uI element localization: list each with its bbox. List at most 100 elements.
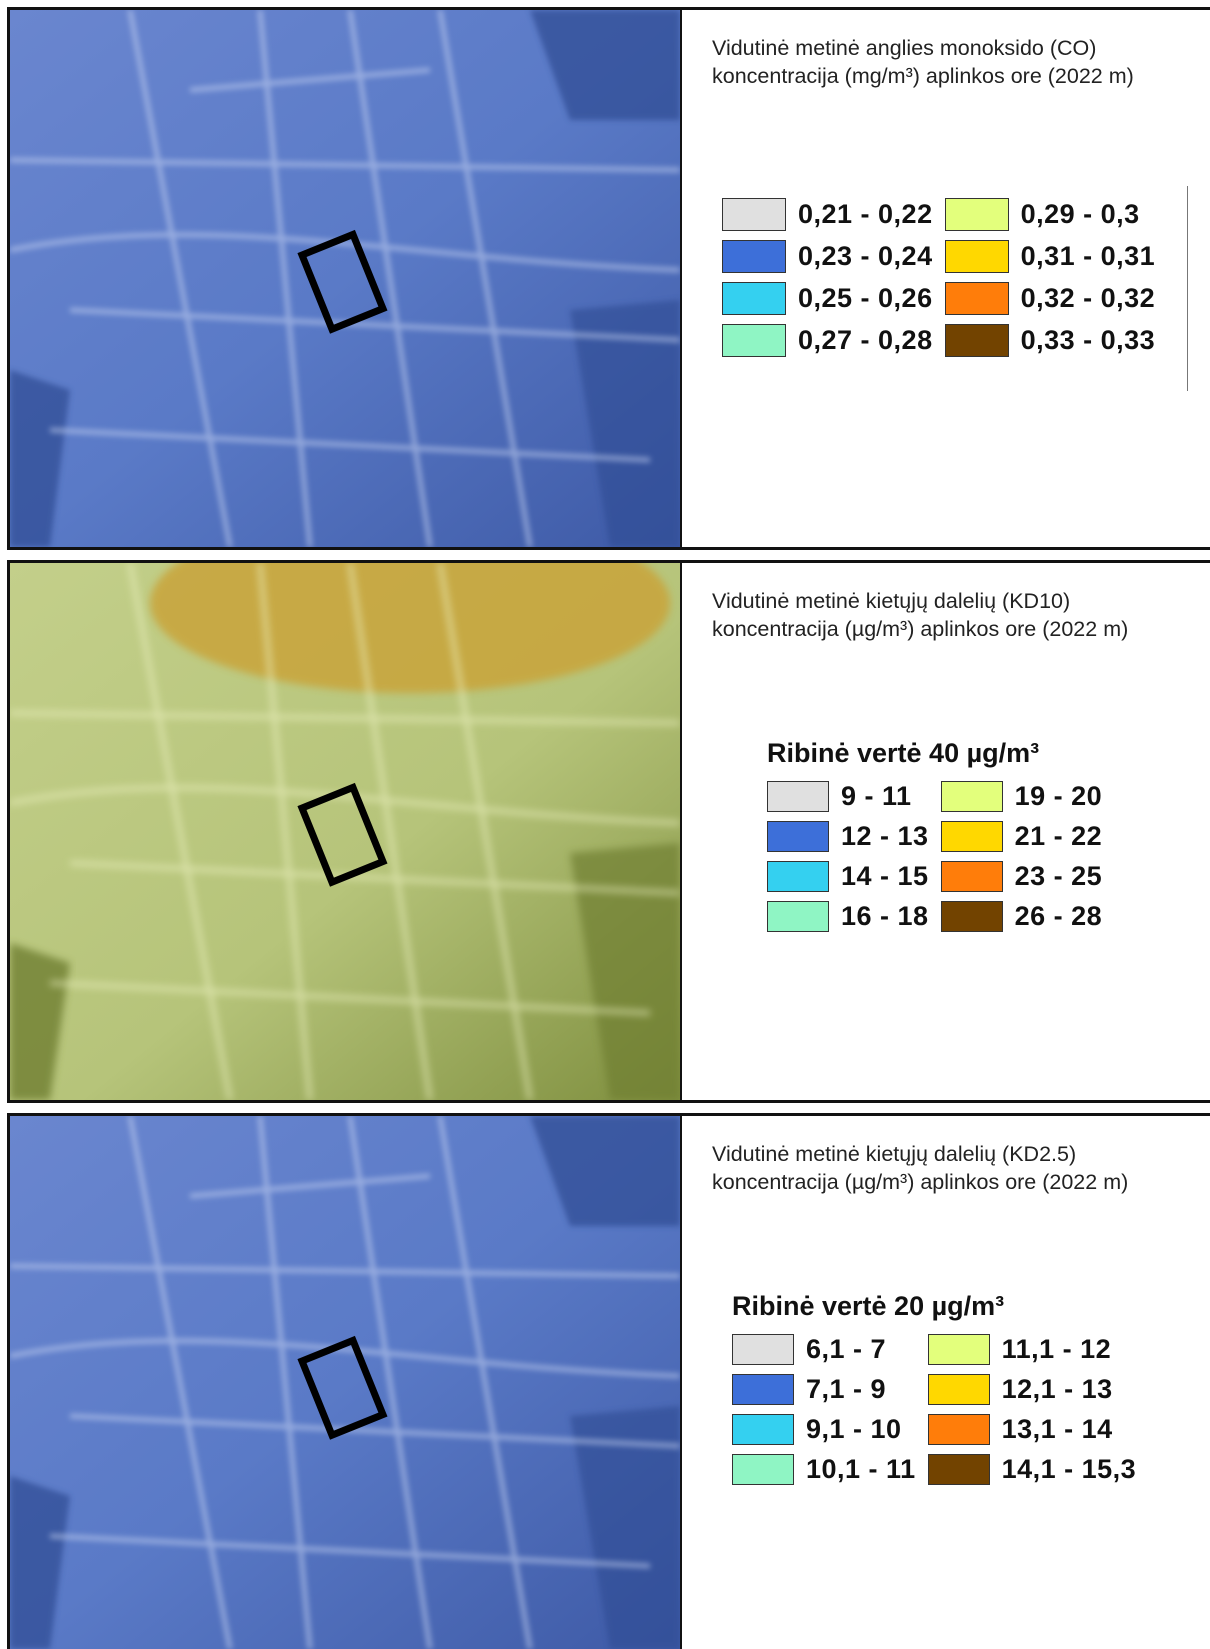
legend-item: 9,1 - 10 bbox=[732, 1414, 916, 1445]
legend-swatch bbox=[767, 861, 829, 892]
kd25-street-network bbox=[10, 1116, 680, 1649]
legend-item: 12 - 13 bbox=[767, 821, 929, 852]
legend-swatch bbox=[944, 198, 1009, 231]
kd25-title-line-1: Vidutinė metinė kietųjų dalelių (KD2.5) bbox=[712, 1142, 1077, 1166]
legend-item: 13,1 - 14 bbox=[927, 1414, 1137, 1445]
legend-label: 23 - 25 bbox=[1014, 861, 1103, 891]
legend-label: 12,1 - 13 bbox=[1001, 1374, 1113, 1404]
kd10-legend: Ribinė vertė 40 µg/m³ 9 - 11 19 - 20 12 - … bbox=[767, 738, 1102, 932]
legend-item: 0,25 - 0,26 bbox=[722, 282, 933, 315]
co-legend-area: Vidutinė metinė anglies monoksido (CO) k… bbox=[682, 10, 1210, 547]
kd25-limit-value: Ribinė vertė 20 µg/m³ bbox=[732, 1291, 1005, 1321]
site-boundary-marker bbox=[297, 782, 388, 887]
legend-swatch bbox=[767, 781, 829, 812]
legend-item: 0,21 - 0,22 bbox=[722, 198, 933, 231]
legend-swatch bbox=[944, 324, 1009, 357]
co-map-title: Vidutinė metinė anglies monoksido (CO) k… bbox=[712, 34, 1134, 90]
legend-swatch bbox=[940, 781, 1003, 812]
legend-swatch bbox=[944, 240, 1009, 273]
legend-label: 0,25 - 0,26 bbox=[798, 283, 933, 313]
legend-swatch bbox=[940, 861, 1003, 892]
kd25-map-panel: Vidutinė metinė kietųjų dalelių (KD2.5) … bbox=[7, 1113, 1210, 1649]
co-concentration-map bbox=[10, 10, 682, 547]
legend-swatch bbox=[732, 1454, 794, 1485]
kd10-map-canvas bbox=[10, 563, 680, 1100]
legend-swatch bbox=[927, 1414, 990, 1445]
kd25-title-line-2: koncentracija (µg/m³) aplinkos ore (2022… bbox=[712, 1170, 1129, 1194]
legend-label: 0,21 - 0,22 bbox=[798, 199, 933, 229]
legend-item: 16 - 18 bbox=[767, 901, 929, 932]
legend-item: 23 - 25 bbox=[940, 861, 1103, 892]
legend-swatch bbox=[722, 282, 786, 315]
legend-label: 0,33 - 0,33 bbox=[1020, 325, 1156, 355]
co-title-line-2: koncentracija (mg/m³) aplinkos ore (2022… bbox=[712, 64, 1134, 88]
legend-item: 11,1 - 12 bbox=[927, 1334, 1137, 1365]
legend-item: 7,1 - 9 bbox=[732, 1374, 916, 1405]
legend-item: 0,29 - 0,3 bbox=[944, 198, 1156, 231]
legend-swatch bbox=[722, 324, 786, 357]
legend-label: 0,29 - 0,3 bbox=[1020, 199, 1140, 229]
legend-swatch bbox=[927, 1454, 990, 1485]
legend-label: 11,1 - 12 bbox=[1001, 1334, 1112, 1364]
legend-swatch bbox=[940, 901, 1003, 932]
legend-item: 19 - 20 bbox=[940, 781, 1103, 812]
kd25-legend-area: Vidutinė metinė kietųjų dalelių (KD2.5) … bbox=[682, 1116, 1210, 1649]
legend-item: 0,32 - 0,32 bbox=[944, 282, 1156, 315]
legend-swatch bbox=[940, 821, 1003, 852]
legend-label: 0,27 - 0,28 bbox=[798, 325, 933, 355]
legend-label: 16 - 18 bbox=[841, 901, 929, 931]
co-map-canvas bbox=[10, 10, 680, 547]
legend-item: 26 - 28 bbox=[940, 901, 1103, 932]
legend-label: 26 - 28 bbox=[1014, 901, 1103, 931]
legend-swatch bbox=[722, 198, 786, 231]
legend-item: 21 - 22 bbox=[940, 821, 1103, 852]
legend-label: 9 - 11 bbox=[841, 781, 912, 811]
co-street-network bbox=[10, 10, 680, 547]
legend-item: 0,33 - 0,33 bbox=[944, 324, 1156, 357]
co-title-line-1: Vidutinė metinė anglies monoksido (CO) bbox=[712, 36, 1097, 60]
legend-label: 7,1 - 9 bbox=[806, 1374, 887, 1404]
legend-label: 10,1 - 11 bbox=[806, 1454, 916, 1484]
kd10-map-title: Vidutinė metinė kietųjų dalelių (KD10) k… bbox=[712, 587, 1128, 643]
kd25-map-title: Vidutinė metinė kietųjų dalelių (KD2.5) … bbox=[712, 1140, 1128, 1196]
legend-label: 9,1 - 10 bbox=[806, 1414, 902, 1444]
legend-label: 0,31 - 0,31 bbox=[1020, 241, 1156, 271]
legend-item: 0,27 - 0,28 bbox=[722, 324, 933, 357]
kd25-legend-grid: 6,1 - 7 11,1 - 12 7,1 - 9 12,1 - 13 9,1 - 10… bbox=[732, 1334, 1136, 1485]
legend-swatch bbox=[722, 240, 786, 273]
legend-swatch bbox=[732, 1334, 794, 1365]
kd10-title-line-1: Vidutinė metinė kietųjų dalelių (KD10) bbox=[712, 589, 1071, 613]
kd10-street-network bbox=[10, 563, 680, 1100]
legend-swatch bbox=[927, 1334, 990, 1365]
kd10-legend-grid: 9 - 11 19 - 20 12 - 13 21 - 22 14 - 15 23 - 2… bbox=[767, 781, 1102, 932]
kd10-title-line-2: koncentracija (µg/m³) aplinkos ore (2022… bbox=[712, 617, 1129, 641]
legend-swatch bbox=[944, 282, 1009, 315]
legend-label: 14,1 - 15,3 bbox=[1001, 1454, 1137, 1484]
kd25-map-canvas bbox=[10, 1116, 680, 1649]
kd25-legend: Ribinė vertė 20 µg/m³ 6,1 - 7 11,1 - 12 7,… bbox=[732, 1291, 1136, 1485]
kd10-hotspot bbox=[150, 563, 670, 693]
legend-swatch bbox=[732, 1414, 794, 1445]
kd10-map-panel: Vidutinė metinė kietųjų dalelių (KD10) k… bbox=[7, 560, 1210, 1103]
legend-label: 14 - 15 bbox=[841, 861, 929, 891]
legend-label: 19 - 20 bbox=[1014, 781, 1103, 811]
legend-item: 9 - 11 bbox=[767, 781, 929, 812]
legend-label: 0,23 - 0,24 bbox=[798, 241, 933, 271]
co-legend: 0,21 - 0,22 0,29 - 0,3 0,23 - 0,24 0,31 - 0… bbox=[722, 198, 1155, 357]
legend-label: 13,1 - 14 bbox=[1001, 1414, 1113, 1444]
kd25-concentration-map bbox=[10, 1116, 682, 1649]
legend-item: 0,31 - 0,31 bbox=[944, 240, 1156, 273]
legend-item: 0,23 - 0,24 bbox=[722, 240, 933, 273]
legend-label: 0,32 - 0,32 bbox=[1020, 283, 1156, 313]
legend-label: 6,1 - 7 bbox=[806, 1334, 887, 1364]
legend-item: 6,1 - 7 bbox=[732, 1334, 916, 1365]
legend-item: 14,1 - 15,3 bbox=[927, 1454, 1137, 1485]
legend-swatch bbox=[767, 821, 829, 852]
legend-swatch bbox=[767, 901, 829, 932]
legend-item: 10,1 - 11 bbox=[732, 1454, 916, 1485]
legend-label: 21 - 22 bbox=[1014, 821, 1103, 851]
legend-item: 14 - 15 bbox=[767, 861, 929, 892]
site-boundary-marker bbox=[297, 229, 388, 334]
legend-swatch bbox=[927, 1374, 990, 1405]
legend-divider bbox=[1187, 186, 1188, 391]
